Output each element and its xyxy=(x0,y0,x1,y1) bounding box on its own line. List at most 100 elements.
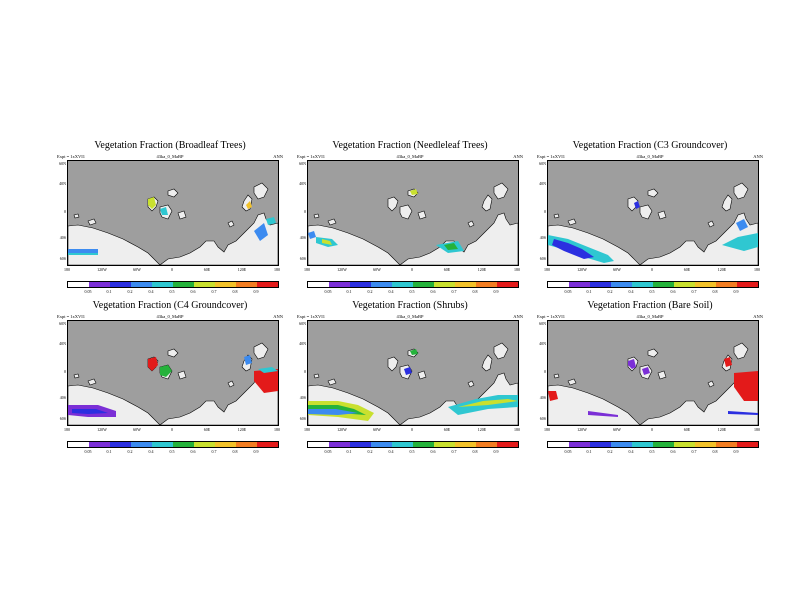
landmass xyxy=(399,212,518,265)
longitude-label: 0 xyxy=(411,427,413,432)
season-label: ANN xyxy=(753,314,763,319)
landmass xyxy=(177,210,187,220)
vegetation-fraction-patch xyxy=(404,367,412,375)
colorbar-tick-label: 0.05 xyxy=(84,289,92,294)
map-canvas xyxy=(68,161,278,265)
colorbar-swatch xyxy=(674,282,695,287)
longitude-label: 120E xyxy=(237,267,247,272)
landmass xyxy=(553,373,560,379)
longitude-label: 180 xyxy=(304,267,310,272)
colorbar-tick-label: 0.6 xyxy=(190,289,196,294)
longitude-label: 0 xyxy=(171,427,173,432)
colorbar-tick-label: 0.1 xyxy=(106,449,112,454)
colorbar-swatch xyxy=(455,442,476,447)
landmass xyxy=(707,380,715,388)
longitude-label: 180 xyxy=(514,427,520,432)
vegetation-fraction-patch xyxy=(322,239,332,245)
longitude-label: 120E xyxy=(477,267,487,272)
latitude-label: 40N xyxy=(59,181,66,186)
latitude-label: 60N xyxy=(299,161,306,166)
colorbar-swatch xyxy=(392,282,413,287)
colorbar-swatch xyxy=(89,442,110,447)
panel-title: Vegetation Fraction (Bare Soil) xyxy=(587,300,713,311)
latitude-label: 60S xyxy=(299,416,306,421)
colorbar-swatch xyxy=(215,282,236,287)
vegetation-fraction-patch xyxy=(68,253,98,255)
season-label: ANN xyxy=(513,314,523,319)
latitude-label: 0 xyxy=(64,369,66,374)
longitude-label: 120W xyxy=(97,427,107,432)
colorbar-swatch xyxy=(737,442,758,447)
longitude-label: 0 xyxy=(651,267,653,272)
colorbar-tick-label: 0.2 xyxy=(127,289,133,294)
longitude-label: 60E xyxy=(683,427,691,432)
vegetation-fraction-patch xyxy=(72,409,108,414)
colorbar-tick-label: 0.05 xyxy=(84,449,92,454)
colorbar-tick-label: 0.05 xyxy=(564,449,572,454)
latitude-label: 40S xyxy=(59,235,66,240)
colorbar-swatch xyxy=(257,442,278,447)
landmass xyxy=(493,182,509,200)
colorbar-tick-label: 0.1 xyxy=(586,449,592,454)
landmass xyxy=(308,224,401,265)
map-panel: Vegetation Fraction (Needleleaf Trees) Ex… xyxy=(295,140,525,300)
longitude-label: 60W xyxy=(613,267,621,272)
landmass xyxy=(657,370,667,380)
map-canvas xyxy=(308,321,518,425)
vegetation-fraction-patch xyxy=(728,411,758,415)
colorbar-swatch xyxy=(548,282,569,287)
vegetation-fraction-patch xyxy=(736,219,748,231)
colorbar-swatch xyxy=(653,282,674,287)
colorbar-tick-label: 0.1 xyxy=(586,289,592,294)
latitude-label: 40N xyxy=(299,341,306,346)
longitude-label: 120W xyxy=(97,267,107,272)
season-label: ANN xyxy=(273,314,283,319)
map-plot xyxy=(547,160,759,266)
colorbar-swatch xyxy=(632,442,653,447)
longitude-label: 180 xyxy=(274,267,280,272)
colorbar-tick-label: 0.8 xyxy=(232,289,238,294)
colorbar-tick-label: 0.4 xyxy=(388,449,394,454)
panel-title: Vegetation Fraction (Broadleaf Trees) xyxy=(94,140,246,151)
colorbar-tick-label: 0.9 xyxy=(493,289,499,294)
colorbar-swatch xyxy=(257,282,278,287)
landmass xyxy=(253,182,269,200)
landmass xyxy=(567,218,577,226)
colorbar-swatch xyxy=(569,442,590,447)
latitude-label: 40S xyxy=(299,395,306,400)
vegetation-fraction-patch xyxy=(588,411,618,417)
vegetation-fraction-patch xyxy=(642,367,650,375)
vegetation-fraction-patch xyxy=(148,197,156,209)
latitude-label: 0 xyxy=(64,209,66,214)
panel-title: Vegetation Fraction (C3 Groundcover) xyxy=(572,140,728,151)
map-panel: Vegetation Fraction (C3 Groundcover) Expt… xyxy=(535,140,765,300)
map-canvas xyxy=(548,161,758,265)
landmass xyxy=(73,213,80,219)
longitude-label: 180 xyxy=(304,427,310,432)
longitude-label: 120E xyxy=(717,267,727,272)
latitude-label: 60N xyxy=(299,321,306,326)
colorbar-tick-label: 0.6 xyxy=(430,449,436,454)
colorbar xyxy=(547,281,759,288)
colorbar-swatch xyxy=(674,442,695,447)
colorbar-tick-label: 0.9 xyxy=(733,289,739,294)
colorbar-swatch xyxy=(497,282,518,287)
colorbar-tick-label: 0.2 xyxy=(367,289,373,294)
colorbar-tick-label: 0.5 xyxy=(409,289,415,294)
longitude-label: 120E xyxy=(237,427,247,432)
colorbar xyxy=(307,441,519,448)
colorbar-tick-label: 0.5 xyxy=(169,289,175,294)
latitude-label: 40N xyxy=(299,181,306,186)
colorbar-tick-label: 0.6 xyxy=(670,449,676,454)
colorbar-swatch xyxy=(434,442,455,447)
colorbar-swatch xyxy=(173,282,194,287)
latitude-label: 40S xyxy=(299,235,306,240)
longitude-label: 0 xyxy=(411,267,413,272)
vegetation-fraction-patch xyxy=(244,355,252,365)
colorbar-swatch xyxy=(110,282,131,287)
colorbar-swatch xyxy=(695,282,716,287)
landmass xyxy=(167,188,179,198)
landmass xyxy=(313,213,320,219)
map-plot xyxy=(547,320,759,426)
landmass xyxy=(87,218,97,226)
